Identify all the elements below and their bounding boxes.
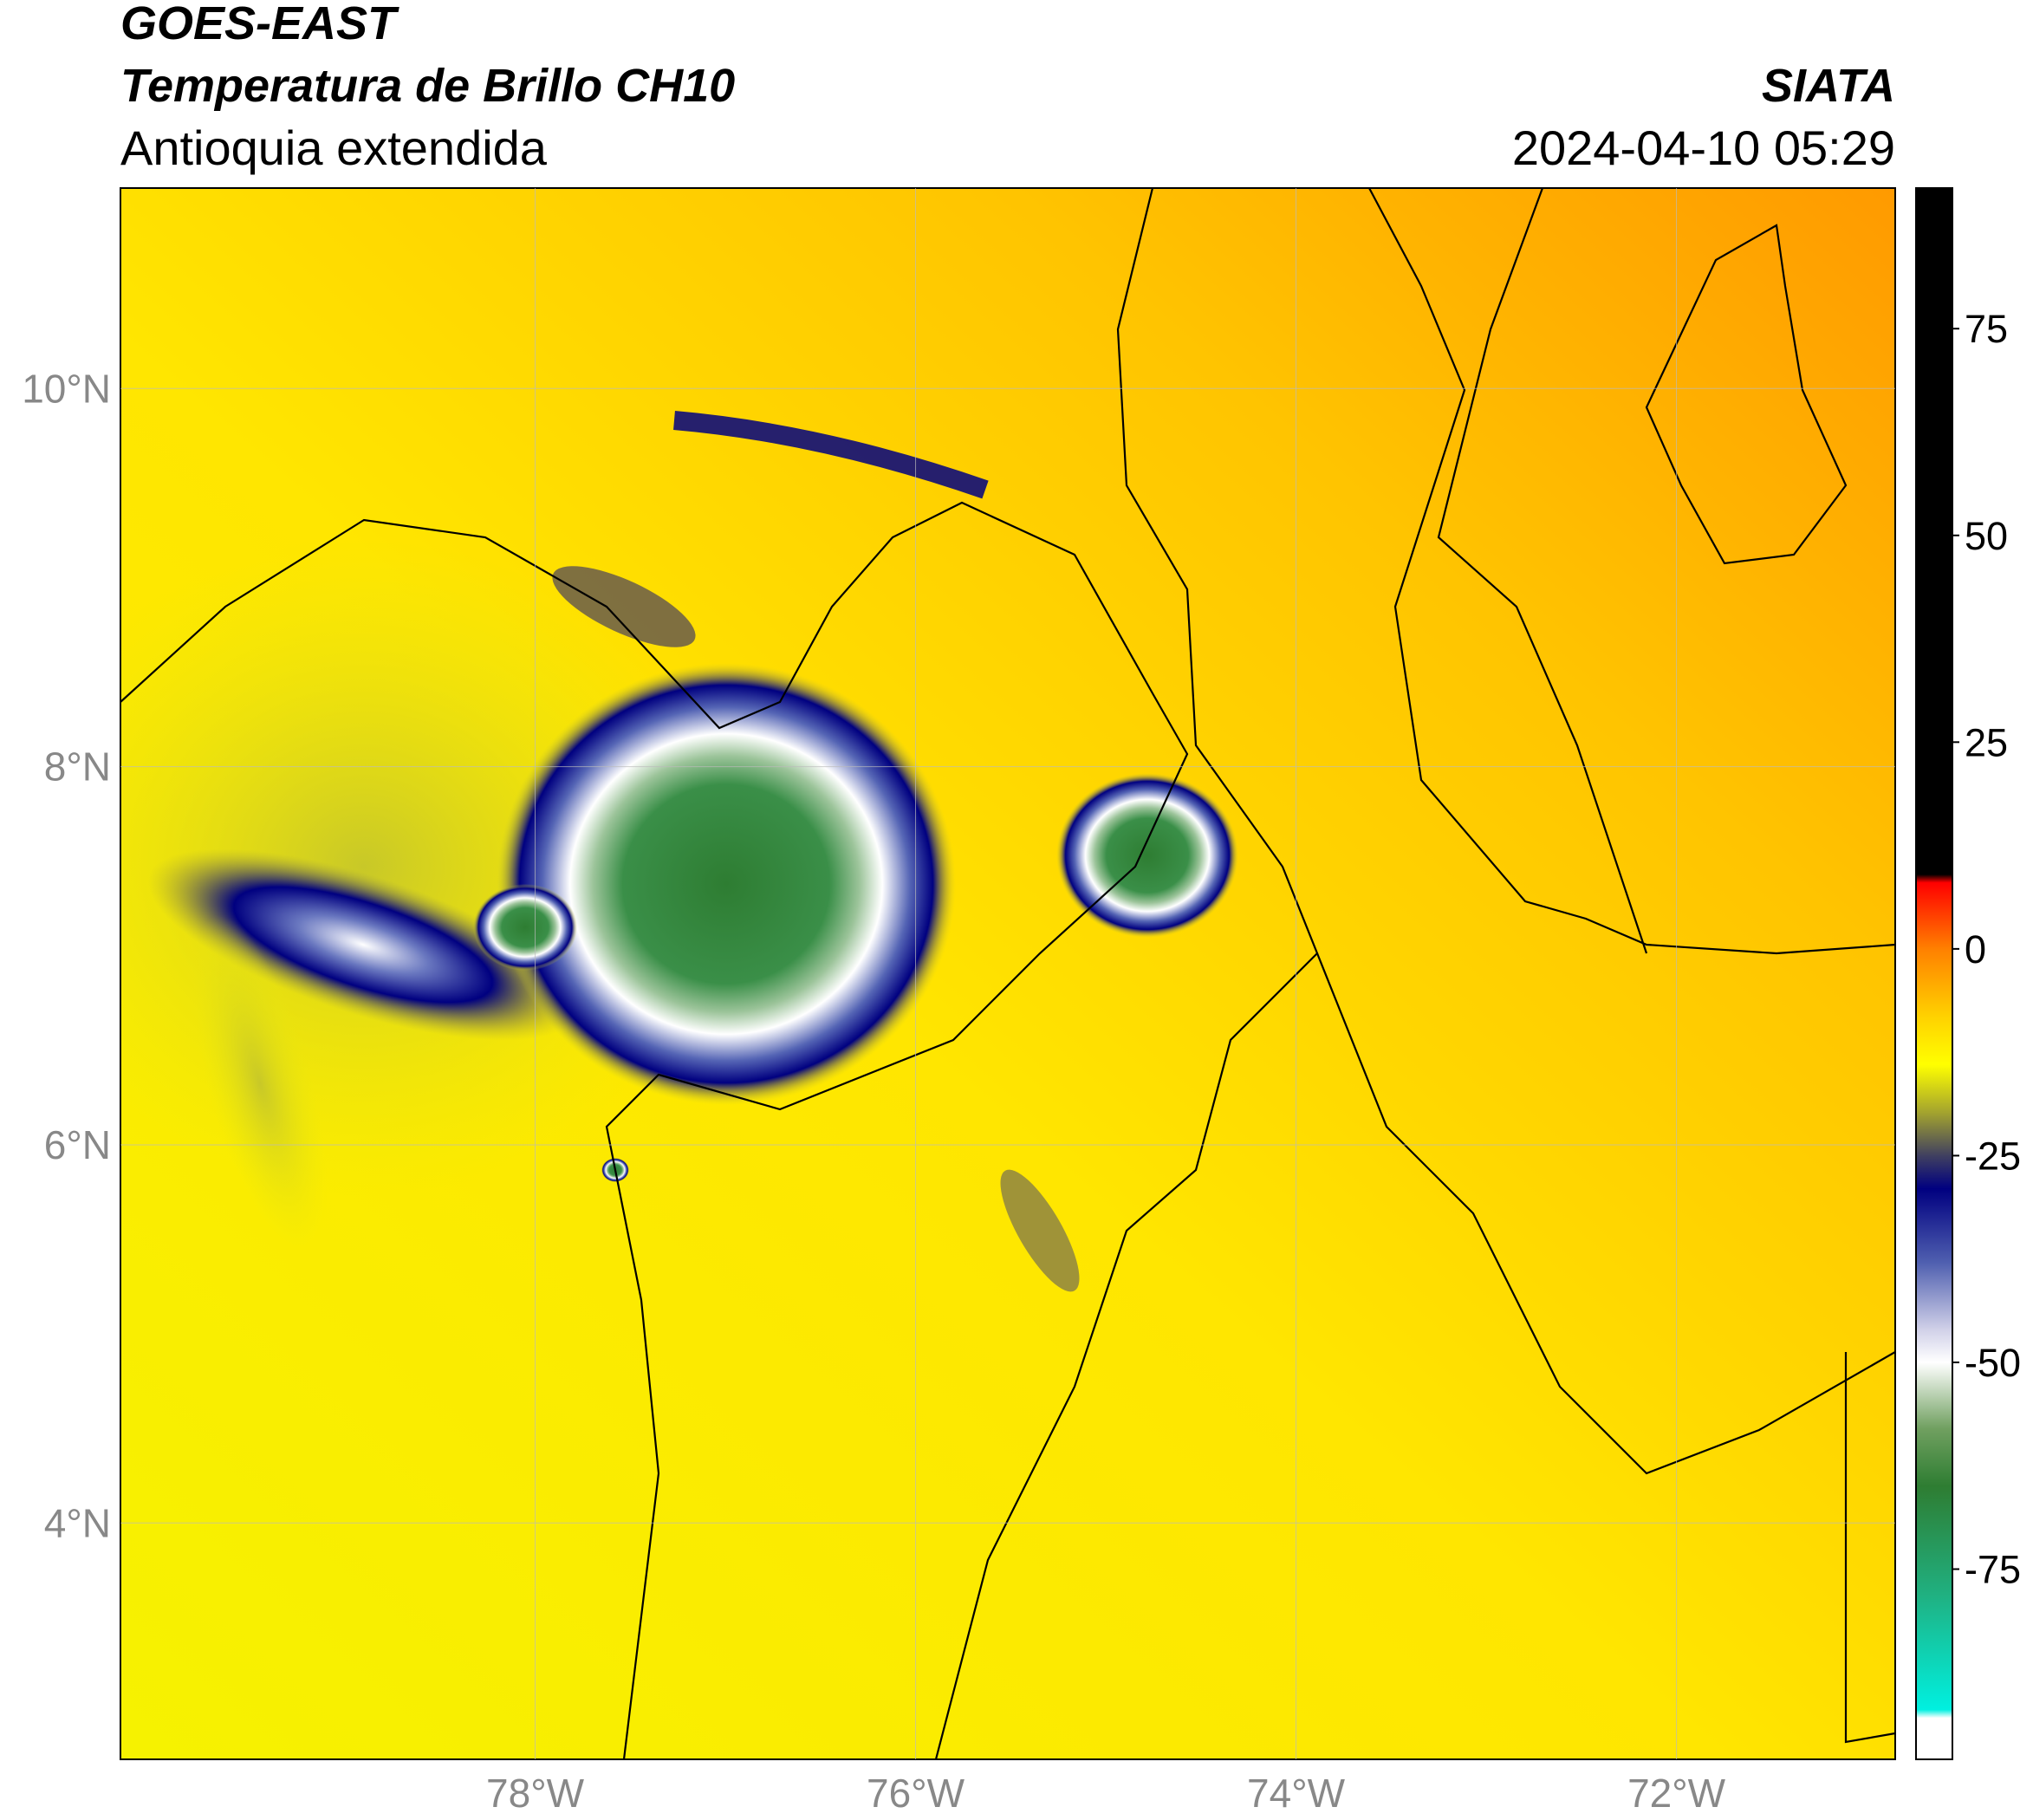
subtitle: Temperatura de Brillo CH10 (120, 60, 735, 112)
title: GOES-EAST (120, 0, 399, 49)
colorbar-tick-label: -50 (1965, 1341, 2021, 1385)
source: SIATA (1762, 60, 1895, 112)
datetime: 2024-04-10 05:29 (1512, 120, 1895, 175)
lat-tick-label: 10°N (22, 366, 111, 411)
colorbar-tick-label: 25 (1965, 720, 2008, 764)
region: Antioquia extendida (120, 120, 548, 175)
map-frame (120, 187, 1896, 1760)
colorbar-tick-label: -75 (1965, 1548, 2021, 1592)
lat-tick-label: 6°N (44, 1122, 111, 1167)
lon-tick-label: 76°W (867, 1771, 965, 1816)
colorbar (1915, 187, 1953, 1760)
lat-tick-label: 4°N (44, 1500, 111, 1545)
colorbar-tick-label: 0 (1965, 927, 1986, 972)
colorbar-tick-label: -25 (1965, 1134, 2021, 1178)
lon-tick-label: 74°W (1247, 1771, 1346, 1816)
lon-tick-label: 78°W (486, 1771, 585, 1816)
lat-tick-label: 8°N (44, 744, 111, 790)
lon-tick-label: 72°W (1627, 1771, 1726, 1816)
satellite-image (120, 188, 1895, 1759)
colorbar-tick-label: 50 (1965, 514, 2008, 558)
colorbar-tick-label: 75 (1965, 307, 2008, 351)
